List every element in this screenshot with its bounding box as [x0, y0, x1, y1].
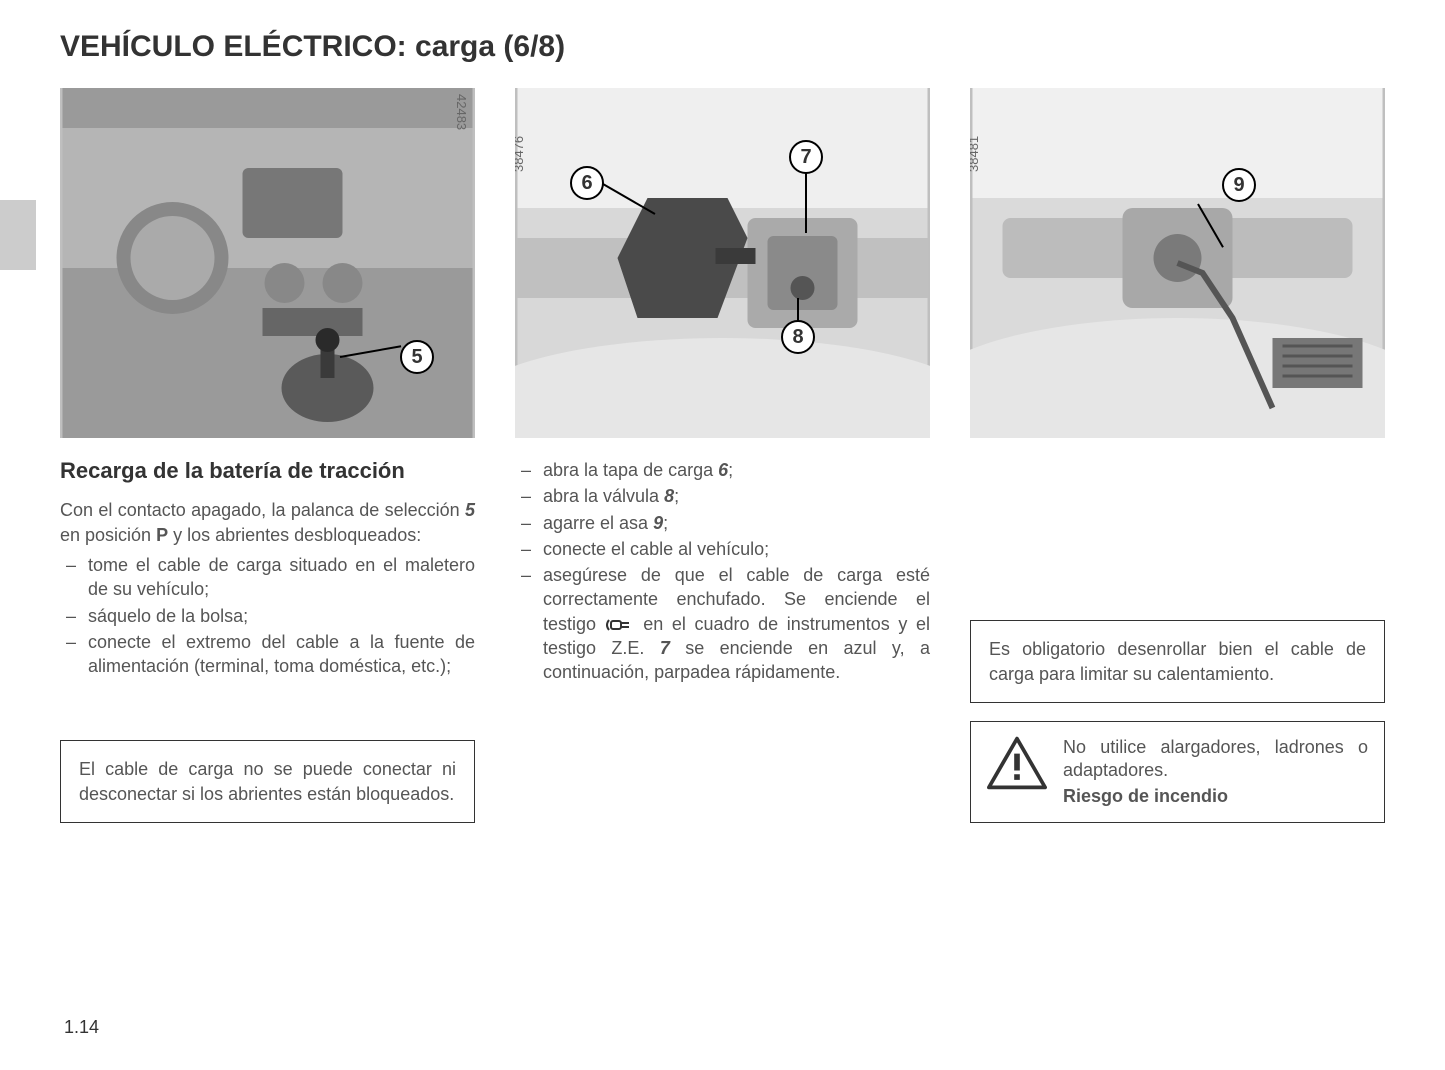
t: agarre el asa [543, 513, 653, 533]
interior-sketch [60, 88, 475, 438]
info-box-cable-lock: El cable de carga no se puede conectar n… [60, 740, 475, 823]
figure-plugged: 38481 9 [970, 88, 1385, 438]
columns: 42483 5 Recarga de la [60, 88, 1385, 883]
steps-list-1: tome el cable de carga situado en el mal… [60, 553, 475, 680]
list-item: agarre el asa 9; [515, 511, 930, 535]
col-right: 38481 9 [970, 88, 1385, 883]
t: conecte el cable al vehículo; [543, 539, 769, 559]
ref: 8 [664, 486, 674, 506]
warning-box-fire: No utilice alargadores, ladrones o adapt… [970, 721, 1385, 823]
side-tab [0, 200, 36, 270]
col-middle: 38476 6 7 8 [515, 88, 930, 883]
figure-id: 42483 [454, 94, 469, 130]
t: No utilice alargadores, ladrones o adapt… [1063, 737, 1368, 780]
ref: 9 [653, 513, 663, 533]
warning-icon [987, 736, 1047, 790]
info-box-unroll: Es obligatorio desenrollar bien el cable… [970, 620, 1385, 703]
ref: 6 [718, 460, 728, 480]
t: abra la tapa de carga [543, 460, 718, 480]
risk-label: Riesgo de incendio [1063, 785, 1368, 808]
ref-P: P [156, 525, 168, 545]
info-text: Es obligatorio desenrollar bien el cable… [989, 639, 1366, 683]
subheading: Recarga de la batería de tracción [60, 458, 475, 484]
t: ; [674, 486, 679, 506]
t: en posición [60, 525, 156, 545]
callout-9: 9 [1222, 168, 1256, 202]
steps-list-2: abra la tapa de carga 6; abra la válvula… [515, 458, 930, 687]
list-item: abra la tapa de carga 6; [515, 458, 930, 482]
plug-icon [605, 616, 635, 634]
ref-5: 5 [465, 500, 475, 520]
page: VEHÍCULO ELÉCTRICO: carga (6/8) 42483 [0, 0, 1445, 1070]
callout-label: 9 [1233, 174, 1244, 197]
callout-line [805, 173, 807, 233]
figure-flap: 38476 6 7 8 [515, 88, 930, 438]
callout-label: 5 [411, 346, 422, 369]
t: Con el contacto apagado, la palanca de s… [60, 500, 465, 520]
col-left: 42483 5 Recarga de la [60, 88, 475, 883]
callout-5: 5 [400, 340, 434, 374]
t: y los abrientes desbloqueados: [168, 525, 421, 545]
t: abra la válvula [543, 486, 664, 506]
warning-text: No utilice alargadores, ladrones o adapt… [1063, 736, 1368, 808]
list-item: conecte el cable al vehículo; [515, 537, 930, 561]
flap-sketch [515, 88, 930, 438]
figure-id: 38481 [970, 136, 981, 172]
list-item: asegúrese de que el cable de carga esté … [515, 563, 930, 684]
figure-interior: 42483 5 [60, 88, 475, 438]
list-item: tome el cable de carga situado en el mal… [60, 553, 475, 602]
callout-7: 7 [789, 140, 823, 174]
callout-label: 8 [792, 326, 803, 349]
callout-label: 7 [800, 146, 811, 169]
info-text: El cable de carga no se puede conectar n… [79, 759, 456, 803]
list-item: abra la válvula 8; [515, 484, 930, 508]
page-number: 1.14 [64, 1017, 99, 1038]
intro-text: Con el contacto apagado, la palanca de s… [60, 498, 475, 547]
plugged-sketch [970, 88, 1385, 438]
list-item: sáquelo de la bolsa; [60, 604, 475, 628]
callout-label: 6 [581, 172, 592, 195]
page-title: VEHÍCULO ELÉCTRICO: carga (6/8) [60, 30, 1385, 64]
ref: 7 [660, 638, 670, 658]
t: ; [663, 513, 668, 533]
list-item: conecte el extremo del cable a la fuente… [60, 630, 475, 679]
figure-id: 38476 [515, 136, 526, 172]
callout-8: 8 [781, 320, 815, 354]
t: ; [728, 460, 733, 480]
callout-6: 6 [570, 166, 604, 200]
